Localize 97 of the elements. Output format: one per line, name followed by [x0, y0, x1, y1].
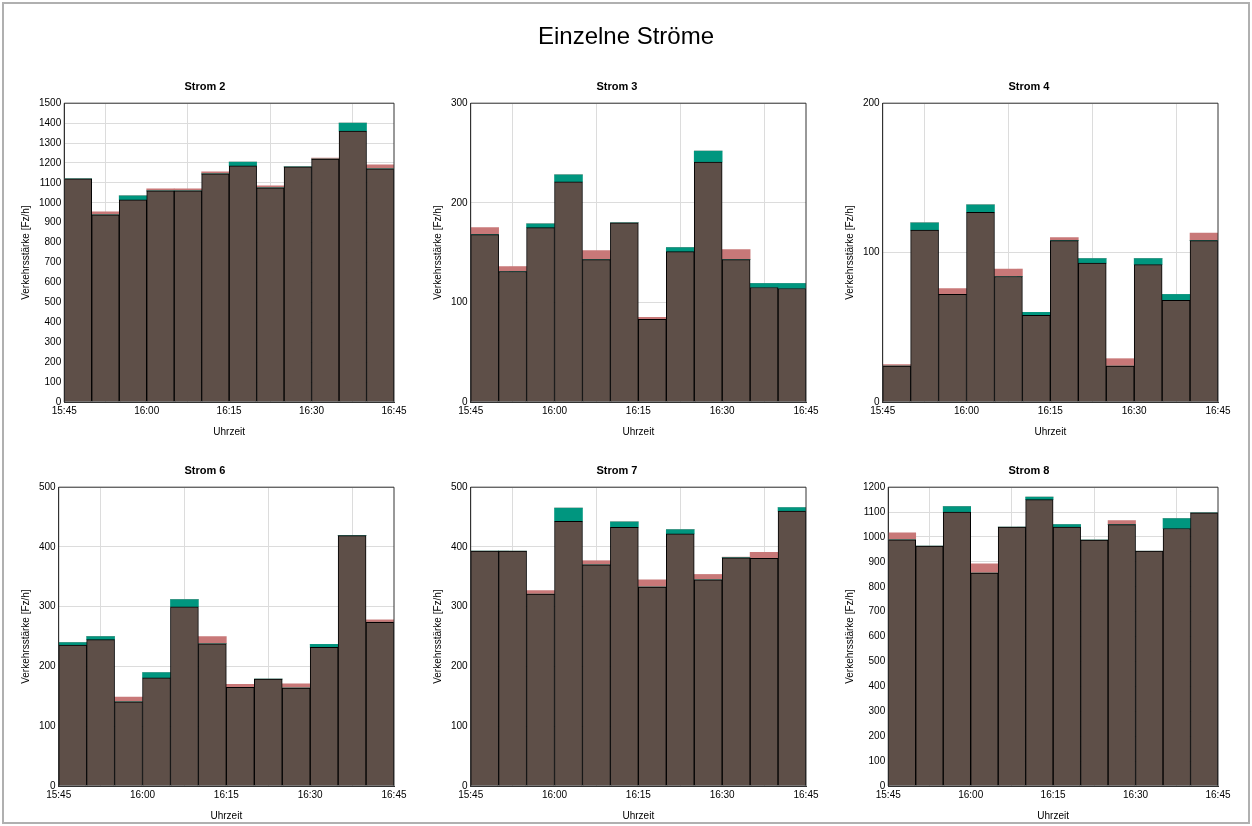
x-tick-label: 15:45 [46, 788, 72, 800]
x-tick-label: 15:45 [875, 788, 902, 800]
y-tick-label: 1100 [863, 505, 886, 517]
y-axis-title: Verkehrsstärke [Fz/h] [843, 589, 855, 684]
y-tick-label: 1500 [39, 96, 62, 108]
y-tick-label: 600 [44, 276, 62, 288]
chart-title: Strom 6 [184, 463, 226, 476]
x-tick-label: 16:30 [1123, 788, 1149, 800]
y-tick-label: 300 [451, 96, 469, 108]
x-axis-title: Uhrzeit [1034, 425, 1067, 437]
y-tick-label: 400 [451, 540, 469, 552]
x-axis-title: Uhrzeit [622, 809, 655, 821]
y-tick-label: 1300 [39, 136, 62, 148]
y-tick-label: 100 [451, 719, 469, 731]
x-tick-label: 15:45 [458, 404, 484, 416]
x-tick-label: 15:45 [51, 404, 78, 416]
y-tick-label: 800 [868, 580, 886, 592]
chart-title: Strom 3 [596, 79, 638, 92]
y-tick-label: 100 [451, 296, 469, 308]
x-tick-label: 16:30 [709, 404, 736, 416]
x-tick-label: 16:00 [542, 404, 568, 416]
y-tick-label: 1000 [39, 196, 62, 208]
y-tick-label: 100 [863, 246, 881, 258]
y-tick-label: 300 [39, 600, 57, 612]
x-tick-label: 16:00 [954, 404, 980, 416]
x-tick-label: 16:30 [1121, 404, 1148, 416]
y-tick-label: 200 [44, 355, 62, 367]
y-tick-label: 300 [44, 335, 62, 347]
y-tick-label: 800 [44, 236, 62, 248]
y-tick-label: 0 [874, 395, 881, 407]
x-axis-title: Uhrzeit [210, 809, 243, 821]
x-tick-label: 16:45 [793, 788, 819, 800]
x-axis-title: Uhrzeit [213, 425, 246, 437]
x-tick-label: 16:00 [542, 788, 568, 800]
y-tick-label: 900 [868, 555, 886, 567]
chart-title: Strom 2 [184, 79, 226, 92]
x-tick-label: 16:15 [216, 404, 243, 416]
y-tick-label: 300 [451, 600, 469, 612]
x-tick-label: 16:45 [1205, 404, 1231, 416]
chart-title: Strom 8 [1008, 463, 1050, 476]
x-tick-label: 15:45 [870, 404, 896, 416]
x-tick-label: 16:30 [709, 788, 736, 800]
x-tick-label: 16:15 [1037, 404, 1064, 416]
y-tick-label: 500 [39, 480, 57, 492]
y-axis-title: Verkehrsstärke [Fz/h] [431, 205, 443, 300]
y-tick-label: 0 [462, 395, 469, 407]
chart-title: Strom 7 [596, 463, 638, 476]
x-tick-label: 16:00 [134, 404, 160, 416]
y-axis-title: Verkehrsstärke [Fz/h] [431, 589, 443, 684]
text: Einzelne Ströme [536, 22, 716, 50]
x-tick-label: 16:15 [625, 404, 652, 416]
y-tick-label: 500 [868, 655, 886, 667]
x-tick-label: 16:00 [130, 788, 156, 800]
y-tick-label: 0 [50, 779, 57, 791]
x-tick-label: 16:45 [1205, 788, 1231, 800]
y-tick-label: 0 [879, 779, 886, 791]
chart-title: Strom 4 [1008, 79, 1051, 92]
x-tick-label: 16:30 [297, 788, 324, 800]
y-tick-label: 400 [44, 316, 62, 328]
y-tick-label: 200 [863, 96, 881, 108]
y-tick-label: 400 [39, 540, 57, 552]
y-tick-label: 1000 [863, 530, 886, 542]
y-tick-label: 700 [868, 605, 886, 617]
y-tick-label: 100 [868, 754, 886, 766]
y-tick-label: 100 [39, 719, 57, 731]
y-tick-label: 300 [868, 705, 886, 717]
x-tick-label: 16:00 [958, 788, 984, 800]
x-tick-label: 16:15 [1040, 788, 1067, 800]
y-axis-title: Verkehrsstärke [Fz/h] [19, 205, 31, 300]
x-tick-label: 16:30 [299, 404, 325, 416]
x-tick-label: 16:45 [381, 404, 407, 416]
y-tick-label: 1400 [39, 116, 62, 128]
y-axis-title: Verkehrsstärke [Fz/h] [19, 589, 31, 684]
x-tick-label: 16:15 [213, 788, 240, 800]
y-tick-label: 200 [451, 196, 469, 208]
y-tick-label: 0 [55, 395, 62, 407]
y-tick-label: 200 [39, 660, 57, 672]
y-tick-label: 0 [462, 779, 469, 791]
x-tick-label: 15:45 [458, 788, 484, 800]
x-tick-label: 16:15 [625, 788, 652, 800]
y-tick-label: 700 [44, 256, 62, 268]
x-axis-title: Uhrzeit [622, 425, 655, 437]
y-tick-label: 200 [868, 729, 886, 741]
y-tick-label: 1200 [39, 156, 62, 168]
x-tick-label: 16:45 [793, 404, 819, 416]
x-axis-title: Uhrzeit [1037, 809, 1070, 821]
y-tick-label: 100 [44, 375, 62, 387]
y-tick-label: 200 [451, 660, 469, 672]
y-tick-label: 500 [44, 296, 62, 308]
y-tick-label: 900 [44, 216, 62, 228]
x-tick-label: 16:45 [381, 788, 407, 800]
y-tick-label: 500 [451, 480, 469, 492]
y-tick-label: 1200 [863, 480, 886, 492]
y-tick-label: 400 [868, 680, 886, 692]
y-tick-label: 600 [868, 630, 886, 642]
y-axis-title: Verkehrsstärke [Fz/h] [843, 205, 855, 300]
y-tick-label: 1100 [39, 176, 62, 188]
